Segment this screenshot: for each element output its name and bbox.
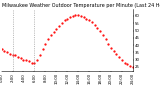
Text: Milwaukee Weather Outdoor Temperature per Minute (Last 24 Hours): Milwaukee Weather Outdoor Temperature pe… xyxy=(2,3,160,8)
